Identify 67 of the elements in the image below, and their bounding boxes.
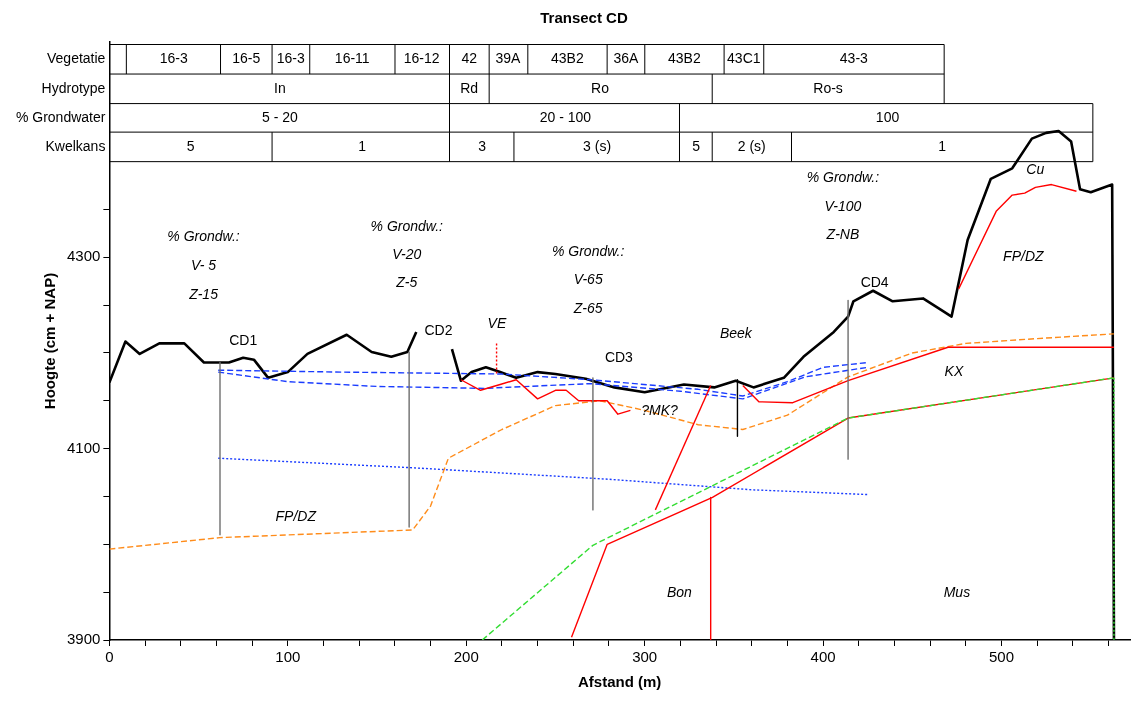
annotation: % Grondw.:: [370, 218, 444, 235]
x-tick-label: 400: [810, 648, 836, 666]
text: Hydrotype: [41, 79, 106, 96]
annotation: % Grondw.:: [551, 242, 625, 259]
annotation: % Grondw.:: [167, 228, 240, 245]
annotation: Z-5: [395, 274, 418, 291]
annotation: 16-11: [334, 50, 370, 67]
annotation: 36A: [613, 50, 639, 67]
annotation: Z-NB: [825, 226, 860, 243]
annotation: V-100: [824, 197, 862, 214]
annotation: 43B2: [550, 50, 584, 67]
text: Vegetatie: [47, 50, 106, 67]
annotation: 100: [875, 109, 900, 126]
annotation: 39A: [495, 50, 521, 67]
annotation: Ro: [591, 79, 610, 96]
x-tick-label: 100: [275, 648, 301, 666]
annotation: CD2: [424, 322, 453, 339]
annotation: V-65: [573, 271, 603, 288]
annotation: V- 5: [190, 257, 217, 274]
annotation: Ro-s: [813, 79, 843, 96]
y-axis-title: Hoogte (cm + NAP): [41, 272, 59, 410]
annotation: 1: [938, 137, 947, 154]
annotation: V-20: [392, 245, 422, 262]
annotation: In: [274, 79, 286, 96]
annotation: ?MK?: [641, 401, 679, 418]
annotation: 3 (s): [583, 137, 612, 154]
annotation: CD1: [229, 332, 258, 349]
x-tick-label: 500: [989, 648, 1015, 666]
x-tick-label: 300: [632, 648, 658, 666]
annotation: Mus: [943, 584, 971, 601]
annotation: KX: [944, 362, 964, 379]
annotation: 43C1: [727, 50, 761, 67]
x-tick-label: 200: [453, 648, 479, 666]
annotation: 2 (s): [737, 137, 766, 154]
annotation: 43B2: [667, 50, 701, 67]
y-tick-label: 4100: [66, 438, 101, 456]
annotation: Z-65: [572, 299, 603, 316]
annotation: Cu: [1026, 161, 1045, 178]
y-tick-label: 3900: [66, 630, 101, 648]
annotation: Beek: [719, 325, 753, 342]
annotation: FP/DZ: [275, 507, 317, 524]
annotation: 5 - 20: [261, 109, 298, 126]
annotation: FP/DZ: [1003, 247, 1044, 264]
x-tick-label: 0: [105, 648, 114, 666]
annotation: 20 - 100: [539, 109, 592, 126]
x-axis-title: Afstand (m): [578, 673, 662, 691]
text: Kwelkans: [45, 137, 106, 154]
annotation: % Grondw.:: [806, 169, 880, 186]
annotation: 16-3: [276, 50, 305, 67]
annotation: 1: [358, 137, 367, 154]
annotation: Rd: [460, 79, 479, 96]
annotation: VE: [487, 315, 507, 332]
annotation: 43-3: [839, 50, 869, 67]
annotation: 5: [186, 137, 195, 154]
annotation: 42: [461, 50, 478, 67]
annotation: 16-12: [403, 50, 440, 67]
annotation: 5: [692, 137, 701, 154]
annotation: CD4: [860, 274, 889, 291]
annotation: CD3: [604, 348, 634, 365]
annotation: 16-3: [159, 50, 189, 67]
text: % Grondwater: [15, 109, 106, 126]
annotation: Bon: [666, 584, 693, 601]
annotation: 16-5: [232, 50, 261, 67]
annotation: 3: [478, 137, 487, 154]
annotation: Z-15: [188, 285, 219, 302]
chart-title: Transect CD: [540, 9, 628, 27]
y-tick-label: 4300: [66, 247, 101, 265]
